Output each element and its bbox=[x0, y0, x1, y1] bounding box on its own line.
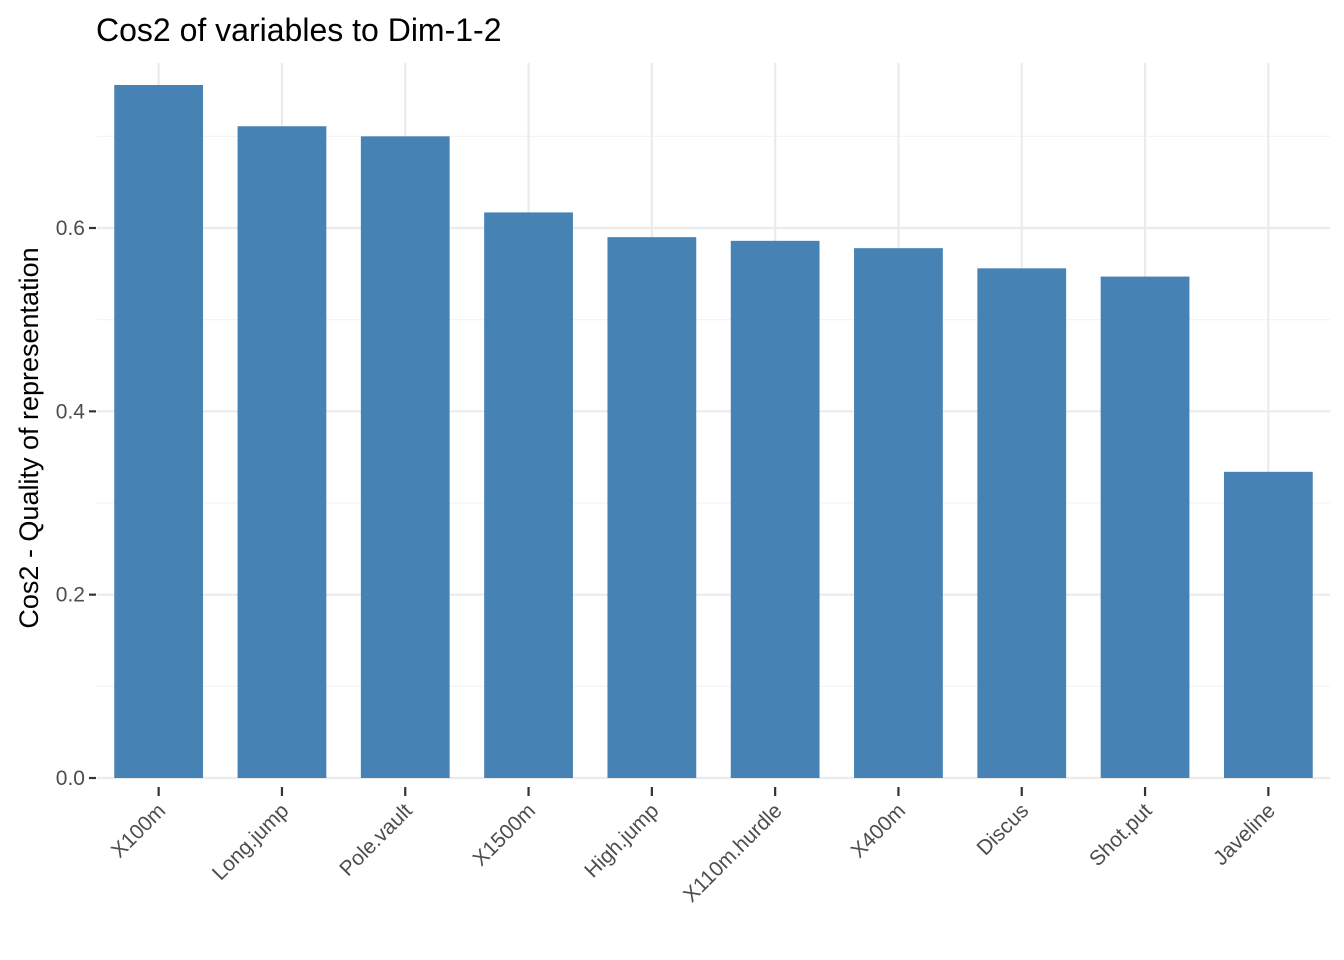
bar-X1500m bbox=[484, 212, 573, 778]
bar-High.jump bbox=[607, 237, 697, 778]
x-tick-label: X400m bbox=[847, 799, 910, 862]
x-tick-label: Long.jump bbox=[208, 799, 294, 885]
x-tick-label: Discus bbox=[972, 799, 1033, 860]
bar-Javeline bbox=[1223, 471, 1313, 778]
x-tick-label: Pole.vault bbox=[335, 799, 417, 881]
y-tick-label: 0.4 bbox=[56, 400, 86, 423]
y-tick-label: 0.6 bbox=[56, 217, 85, 240]
x-tick-label: X1500m bbox=[469, 799, 541, 871]
bar-Shot.put bbox=[1100, 276, 1190, 778]
x-tick-label: X110m.hurdle bbox=[679, 799, 787, 907]
x-tick-label: Shot.put bbox=[1085, 799, 1157, 871]
x-axis: X100m Long.jump Pole.vault X1500m High.jump X… bbox=[107, 787, 1280, 907]
bar-X100m bbox=[114, 85, 204, 778]
y-axis: 0.0 0.2 0.4 0.6 bbox=[56, 217, 96, 790]
y-tick-label: 0.0 bbox=[56, 767, 85, 790]
x-tick-label: X100m bbox=[107, 799, 170, 862]
bar-Discus bbox=[977, 268, 1067, 778]
bars bbox=[114, 85, 1313, 779]
bar-Pole.vault bbox=[360, 136, 450, 779]
bar-Long.jump bbox=[237, 126, 327, 778]
bar-X110m.hurdle bbox=[730, 240, 820, 779]
x-tick-label: Javeline bbox=[1209, 799, 1280, 870]
x-tick-label: High.jump bbox=[580, 799, 663, 882]
y-axis-title: Cos2 - Quality of representation bbox=[14, 247, 44, 628]
y-tick-label: 0.2 bbox=[56, 584, 85, 607]
chart-title: Cos2 of variables to Dim-1-2 bbox=[96, 12, 501, 48]
bar-X400m bbox=[854, 248, 943, 778]
